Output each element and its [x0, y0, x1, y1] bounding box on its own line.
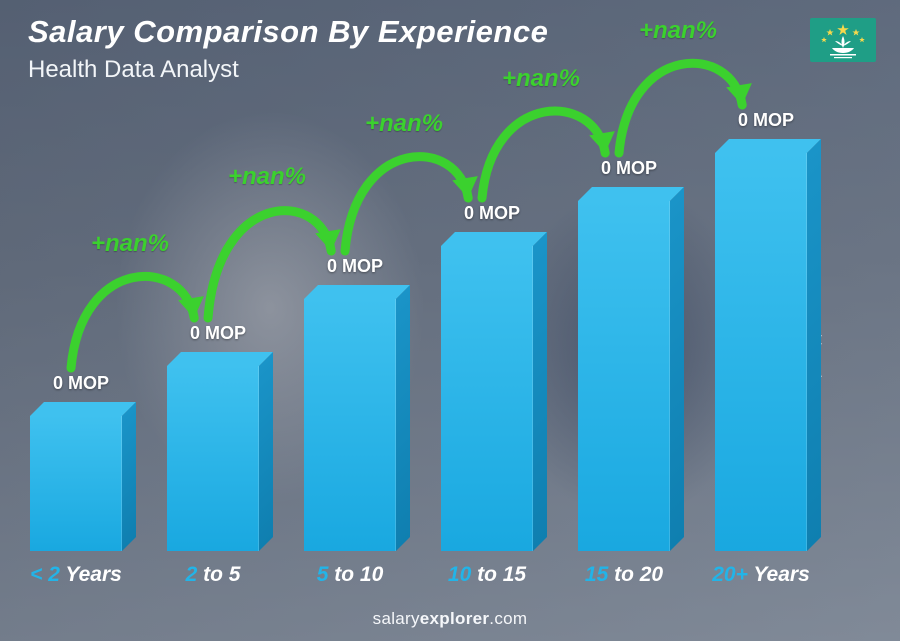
delta-pct-label: +nan% — [91, 230, 169, 258]
bar-front-face — [578, 201, 670, 551]
bar-side-face — [807, 139, 821, 551]
bar-front-face — [715, 153, 807, 551]
bar-category-label: < 2 Years — [12, 563, 141, 587]
bar-category-label: 2 to 5 — [149, 563, 278, 587]
bar-side-face — [122, 402, 136, 551]
bar: 0 MOP15 to 20 — [578, 201, 670, 551]
delta-arrow: +nan% — [589, 23, 772, 183]
bar-category-label: 5 to 10 — [286, 563, 415, 587]
bar-side-face — [670, 187, 684, 551]
infographic-stage: Salary Comparison By Experience Health D… — [0, 0, 900, 641]
delta-pct-label: +nan% — [639, 17, 717, 45]
bar-side-face — [396, 285, 410, 551]
bar: 0 MOP20+ Years — [715, 153, 807, 551]
salary-bar-chart: 0 MOP< 2 Years0 MOP2 to 50 MOP5 to 100 M… — [30, 110, 850, 551]
bar-side-face — [259, 352, 273, 551]
footer-suffix: .com — [489, 609, 527, 628]
bar-top-face — [30, 402, 136, 416]
footer-prefix: salary — [373, 609, 420, 628]
footer-attribution: salaryexplorer.com — [0, 609, 900, 629]
bar-front-face — [30, 416, 122, 551]
bar: 0 MOP10 to 15 — [441, 246, 533, 551]
delta-pct-label: +nan% — [228, 163, 306, 191]
bar-side-face — [533, 232, 547, 551]
page-subtitle: Health Data Analyst — [28, 56, 239, 84]
page-title: Salary Comparison By Experience — [28, 14, 548, 50]
delta-pct-label: +nan% — [365, 110, 443, 138]
bar-category-label: 15 to 20 — [560, 563, 689, 587]
bar-category-label: 10 to 15 — [423, 563, 552, 587]
footer-bold: explorer — [420, 609, 490, 628]
bar-category-label: 20+ Years — [697, 563, 826, 587]
arrow-icon — [589, 23, 772, 183]
bar: 0 MOP< 2 Years — [30, 416, 122, 551]
delta-pct-label: +nan% — [502, 65, 580, 93]
macau-flag-icon — [810, 18, 876, 62]
bar-front-face — [441, 246, 533, 551]
